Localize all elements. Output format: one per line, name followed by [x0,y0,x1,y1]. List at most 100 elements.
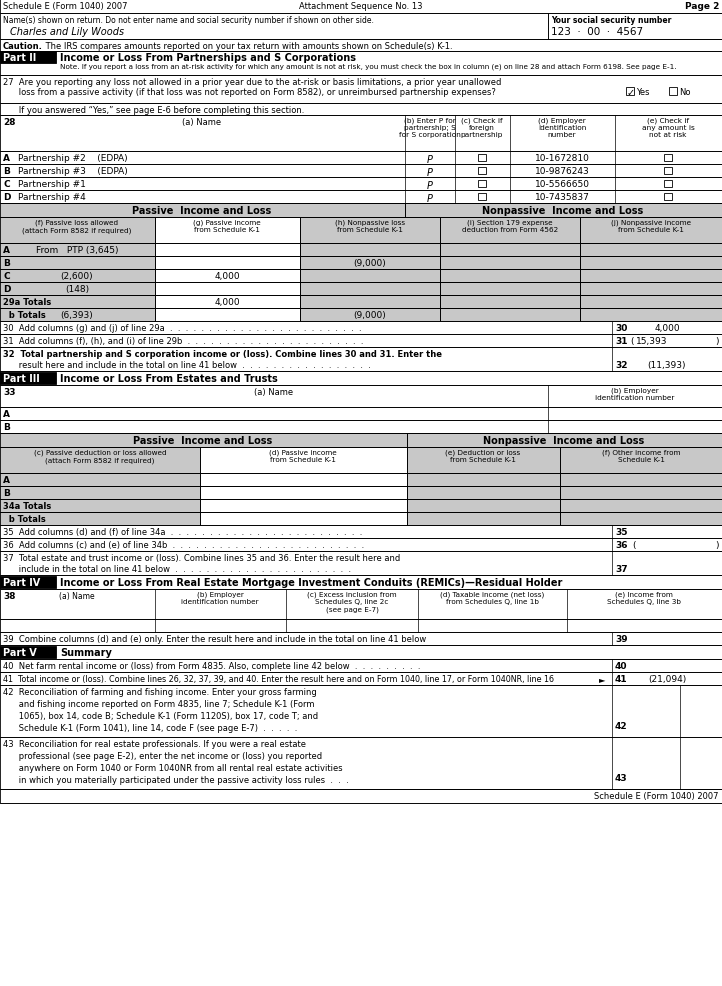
Text: Schedule E (Form 1040) 2007: Schedule E (Form 1040) 2007 [3,2,128,11]
Text: Partnership #2    (EDPA): Partnership #2 (EDPA) [18,154,128,163]
Text: 43: 43 [615,773,627,782]
Bar [407,448,560,473]
Text: (b) Enter P for
partnership; S
for S corporation: (b) Enter P for partnership; S for S cor… [399,118,461,138]
Bar [0,407,722,421]
Text: A: A [3,154,10,163]
Bar [478,180,486,187]
Text: (d) Employer
identification
number: (d) Employer identification number [538,118,586,138]
Bar [155,309,300,321]
Bar [440,309,580,321]
Text: 37: 37 [615,564,627,574]
Bar [0,309,155,321]
Bar [0,204,405,218]
Text: Income or Loss From Estates and Trusts: Income or Loss From Estates and Trusts [60,374,278,384]
Bar [0,789,722,804]
Text: 42  Reconciliation of farming and fishing income. Enter your gross farming: 42 Reconciliation of farming and fishing… [3,687,317,696]
Text: P: P [427,168,433,177]
Bar [0,372,722,386]
Text: (b) Employer
identification number: (b) Employer identification number [181,592,258,604]
Bar [0,526,722,538]
Text: 123  ·  00  ·  4567: 123 · 00 · 4567 [551,27,643,36]
Bar [580,218,722,244]
Bar [0,256,155,270]
Bar [155,270,300,283]
Bar [580,244,722,256]
Text: (a) Name: (a) Name [59,592,95,600]
Text: B: B [3,423,10,432]
Bar [0,348,722,372]
Bar [440,283,580,296]
Text: Charles and Lily Woods: Charles and Lily Woods [10,27,124,36]
Text: Part II: Part II [3,53,36,63]
Text: 27  Are you reporting any loss not allowed in a prior year due to the at-risk or: 27 Are you reporting any loss not allowe… [3,78,501,87]
Bar [0,165,722,177]
Bar [0,218,155,244]
Bar [664,180,672,187]
Text: Part III: Part III [3,374,40,384]
Text: (j) Nonpassive income
from Schedule K-1: (j) Nonpassive income from Schedule K-1 [611,220,691,234]
Bar [155,283,300,296]
Bar [300,270,440,283]
Text: Schedule E (Form 1040) 2007: Schedule E (Form 1040) 2007 [594,791,719,801]
Text: 10-5566650: 10-5566650 [534,179,589,188]
Text: B: B [3,258,10,268]
Bar [580,256,722,270]
Bar [0,76,722,104]
Text: 4,000: 4,000 [654,323,680,332]
Text: Your social security number: Your social security number [551,16,671,25]
Bar [405,204,722,218]
Bar [548,14,722,40]
Text: in which you materially participated under the passive activity loss rules  .  .: in which you materially participated und… [3,775,349,784]
Text: Partnership #3    (EDPA): Partnership #3 (EDPA) [18,167,128,176]
Bar [407,513,560,526]
Bar [0,152,722,165]
Text: B: B [3,167,10,176]
Bar [580,270,722,283]
Text: (2,600): (2,600) [61,272,93,281]
Text: 39  Combine columns (d) and (e) only. Enter the result here and include in the t: 39 Combine columns (d) and (e) only. Ent… [3,634,426,643]
Bar [407,473,560,486]
Text: No: No [679,88,690,97]
Text: The IRS compares amounts reported on your tax return with amounts shown on Sched: The IRS compares amounts reported on you… [43,42,453,51]
Bar [0,619,722,632]
Text: 1065), box 14, code B; Schedule K-1 (Form 1120S), box 17, code T; and: 1065), box 14, code B; Schedule K-1 (For… [3,711,318,720]
Bar [440,256,580,270]
Text: Partnership #4: Partnership #4 [18,193,86,202]
Bar [0,551,722,576]
Text: P: P [427,180,433,191]
Bar [300,283,440,296]
Bar [300,309,440,321]
Bar [440,296,580,309]
Bar [0,632,722,646]
Text: 35  Add columns (d) and (f) of line 34a  .  .  .  .  .  .  .  .  .  .  .  .  .  : 35 Add columns (d) and (f) of line 34a .… [3,528,362,536]
Text: From   PTP (3,645): From PTP (3,645) [36,246,118,254]
Bar [440,218,580,244]
Text: 37  Total estate and trust income or (loss). Combine lines 35 and 36. Enter the : 37 Total estate and trust income or (los… [3,553,400,562]
Bar [580,296,722,309]
Text: 29a Totals: 29a Totals [3,298,51,307]
Bar [664,155,672,162]
Bar [0,646,722,660]
Bar [0,672,722,685]
Bar [0,321,722,334]
Text: 41  Total income or (loss). Combine lines 26, 32, 37, 39, and 40. Enter the resu: 41 Total income or (loss). Combine lines… [3,674,554,683]
Text: (i) Section 179 expense
deduction from Form 4562: (i) Section 179 expense deduction from F… [462,220,558,234]
Text: Schedule K-1 (Form 1041), line 14, code F (see page E-7)  .  .  .  .  .: Schedule K-1 (Form 1041), line 14, code … [3,724,297,733]
Text: 40: 40 [615,662,627,670]
Text: 36  Add columns (c) and (e) of line 34b  .  .  .  .  .  .  .  .  .  .  .  .  .  : 36 Add columns (c) and (e) of line 34b .… [3,540,365,549]
Bar [0,738,722,789]
Bar [0,473,200,486]
Bar [155,244,300,256]
Text: (: ( [630,336,633,346]
Text: (d) Taxable income (net loss)
from Schedules Q, line 1b: (d) Taxable income (net loss) from Sched… [440,592,544,604]
Text: 34a Totals: 34a Totals [3,502,51,511]
Text: B: B [3,488,10,498]
Bar [0,52,56,64]
Bar [478,155,486,162]
Text: (6,393): (6,393) [61,311,93,319]
Bar [664,194,672,201]
Bar [300,218,440,244]
Text: (c) Excess inclusion from
Schedules Q, line 2c
(see page E-7): (c) Excess inclusion from Schedules Q, l… [307,592,397,612]
Text: (e) Check if
any amount is
not at risk: (e) Check if any amount is not at risk [642,118,695,138]
Text: ►: ► [599,674,606,683]
